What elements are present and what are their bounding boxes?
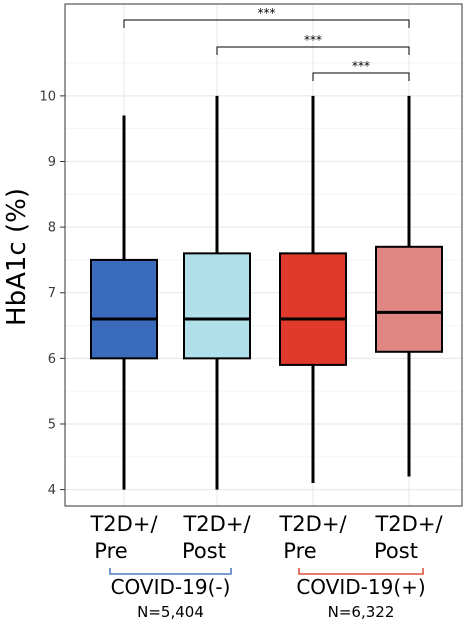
significance-bracket: *** [312,59,410,81]
category-label-line2: Pre [283,539,316,563]
x-axis-labels: T2D+/ Pre T2D+/ Post T2D+/ Pre T2D+/ Post [89,512,443,563]
category-label-line2: Pre [94,539,127,563]
y-axis-title: HbA1c (%) [2,188,32,326]
category-label: T2D+/ Pre [278,512,347,563]
group-annotation: COVID-19(+) N=6,322 [296,568,426,621]
category-label: T2D+/ Post [374,512,443,563]
significance-label: *** [304,33,322,47]
box-4 [375,95,443,477]
category-label-line1: T2D+/ [278,512,347,536]
box-1 [90,115,158,490]
y-tick-label: 9 [48,155,56,170]
bracket-line [216,46,410,55]
category-label-line2: Post [182,539,226,563]
y-tick-label: 10 [39,89,56,104]
y-axis: 4 5 6 7 8 9 10 [39,89,65,498]
y-tick-label: 5 [48,417,56,432]
group-bracket [109,568,232,575]
box-iqr [90,258,158,360]
box-2 [183,95,251,490]
y-tick-label: 4 [48,483,56,498]
significance-label: *** [258,6,276,20]
panel-border [64,3,463,507]
box-3 [279,95,347,484]
group-n-label: N=6,322 [328,603,395,621]
group-annotation: COVID-19(-) N=5,404 [109,568,232,621]
y-tick-label: 8 [48,221,56,236]
group-bracket [298,568,424,575]
category-label: T2D+/ Pre [89,512,158,563]
category-label-line1: T2D+/ [89,512,158,536]
significance-brackets: *** *** *** [123,6,410,81]
bracket-line [123,19,410,28]
group-label: COVID-19(+) [296,575,425,599]
box-iqr [279,252,347,366]
significance-bracket: *** [216,33,410,55]
bracket-line [312,72,410,81]
group-annotations: COVID-19(-) N=5,404 COVID-19(+) N=6,322 [109,568,426,621]
boxes-layer [90,95,443,490]
category-label-line1: T2D+/ [374,512,443,536]
box-iqr [183,252,251,360]
significance-label: *** [352,59,370,73]
group-n-label: N=5,404 [137,603,204,621]
y-tick-label: 6 [48,352,56,367]
significance-bracket: *** [123,6,410,28]
category-label-line2: Post [374,539,418,563]
category-label-line1: T2D+/ [182,512,251,536]
group-label: COVID-19(-) [111,575,231,599]
category-label: T2D+/ Post [182,512,251,563]
y-tick-label: 7 [48,286,56,301]
box-iqr [375,245,443,353]
